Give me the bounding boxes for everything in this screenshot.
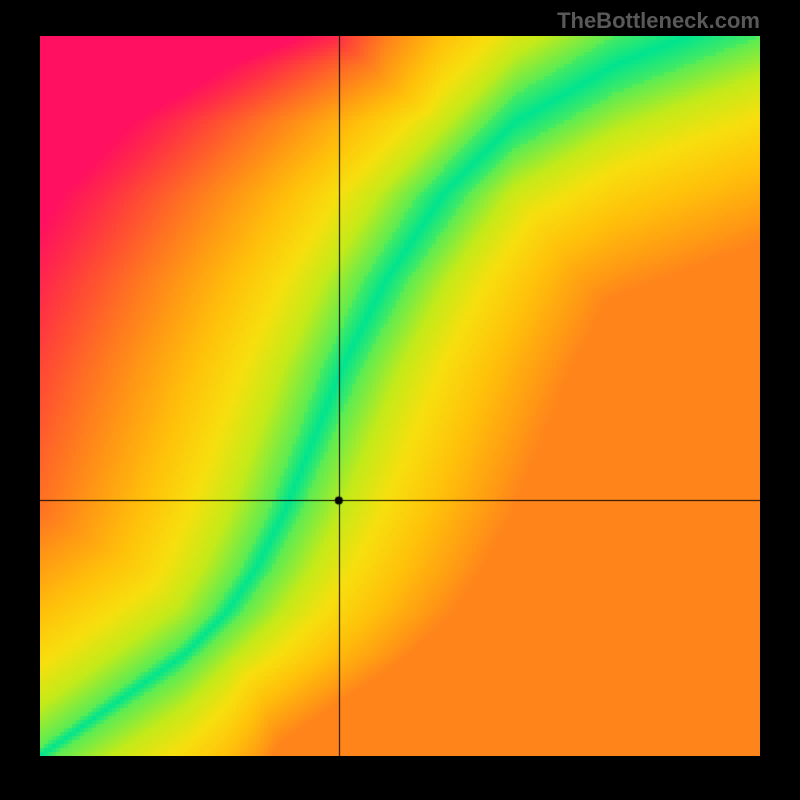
chart-container: TheBottleneck.com (0, 0, 800, 800)
bottleneck-heatmap (40, 36, 760, 756)
watermark-text: TheBottleneck.com (557, 8, 760, 34)
